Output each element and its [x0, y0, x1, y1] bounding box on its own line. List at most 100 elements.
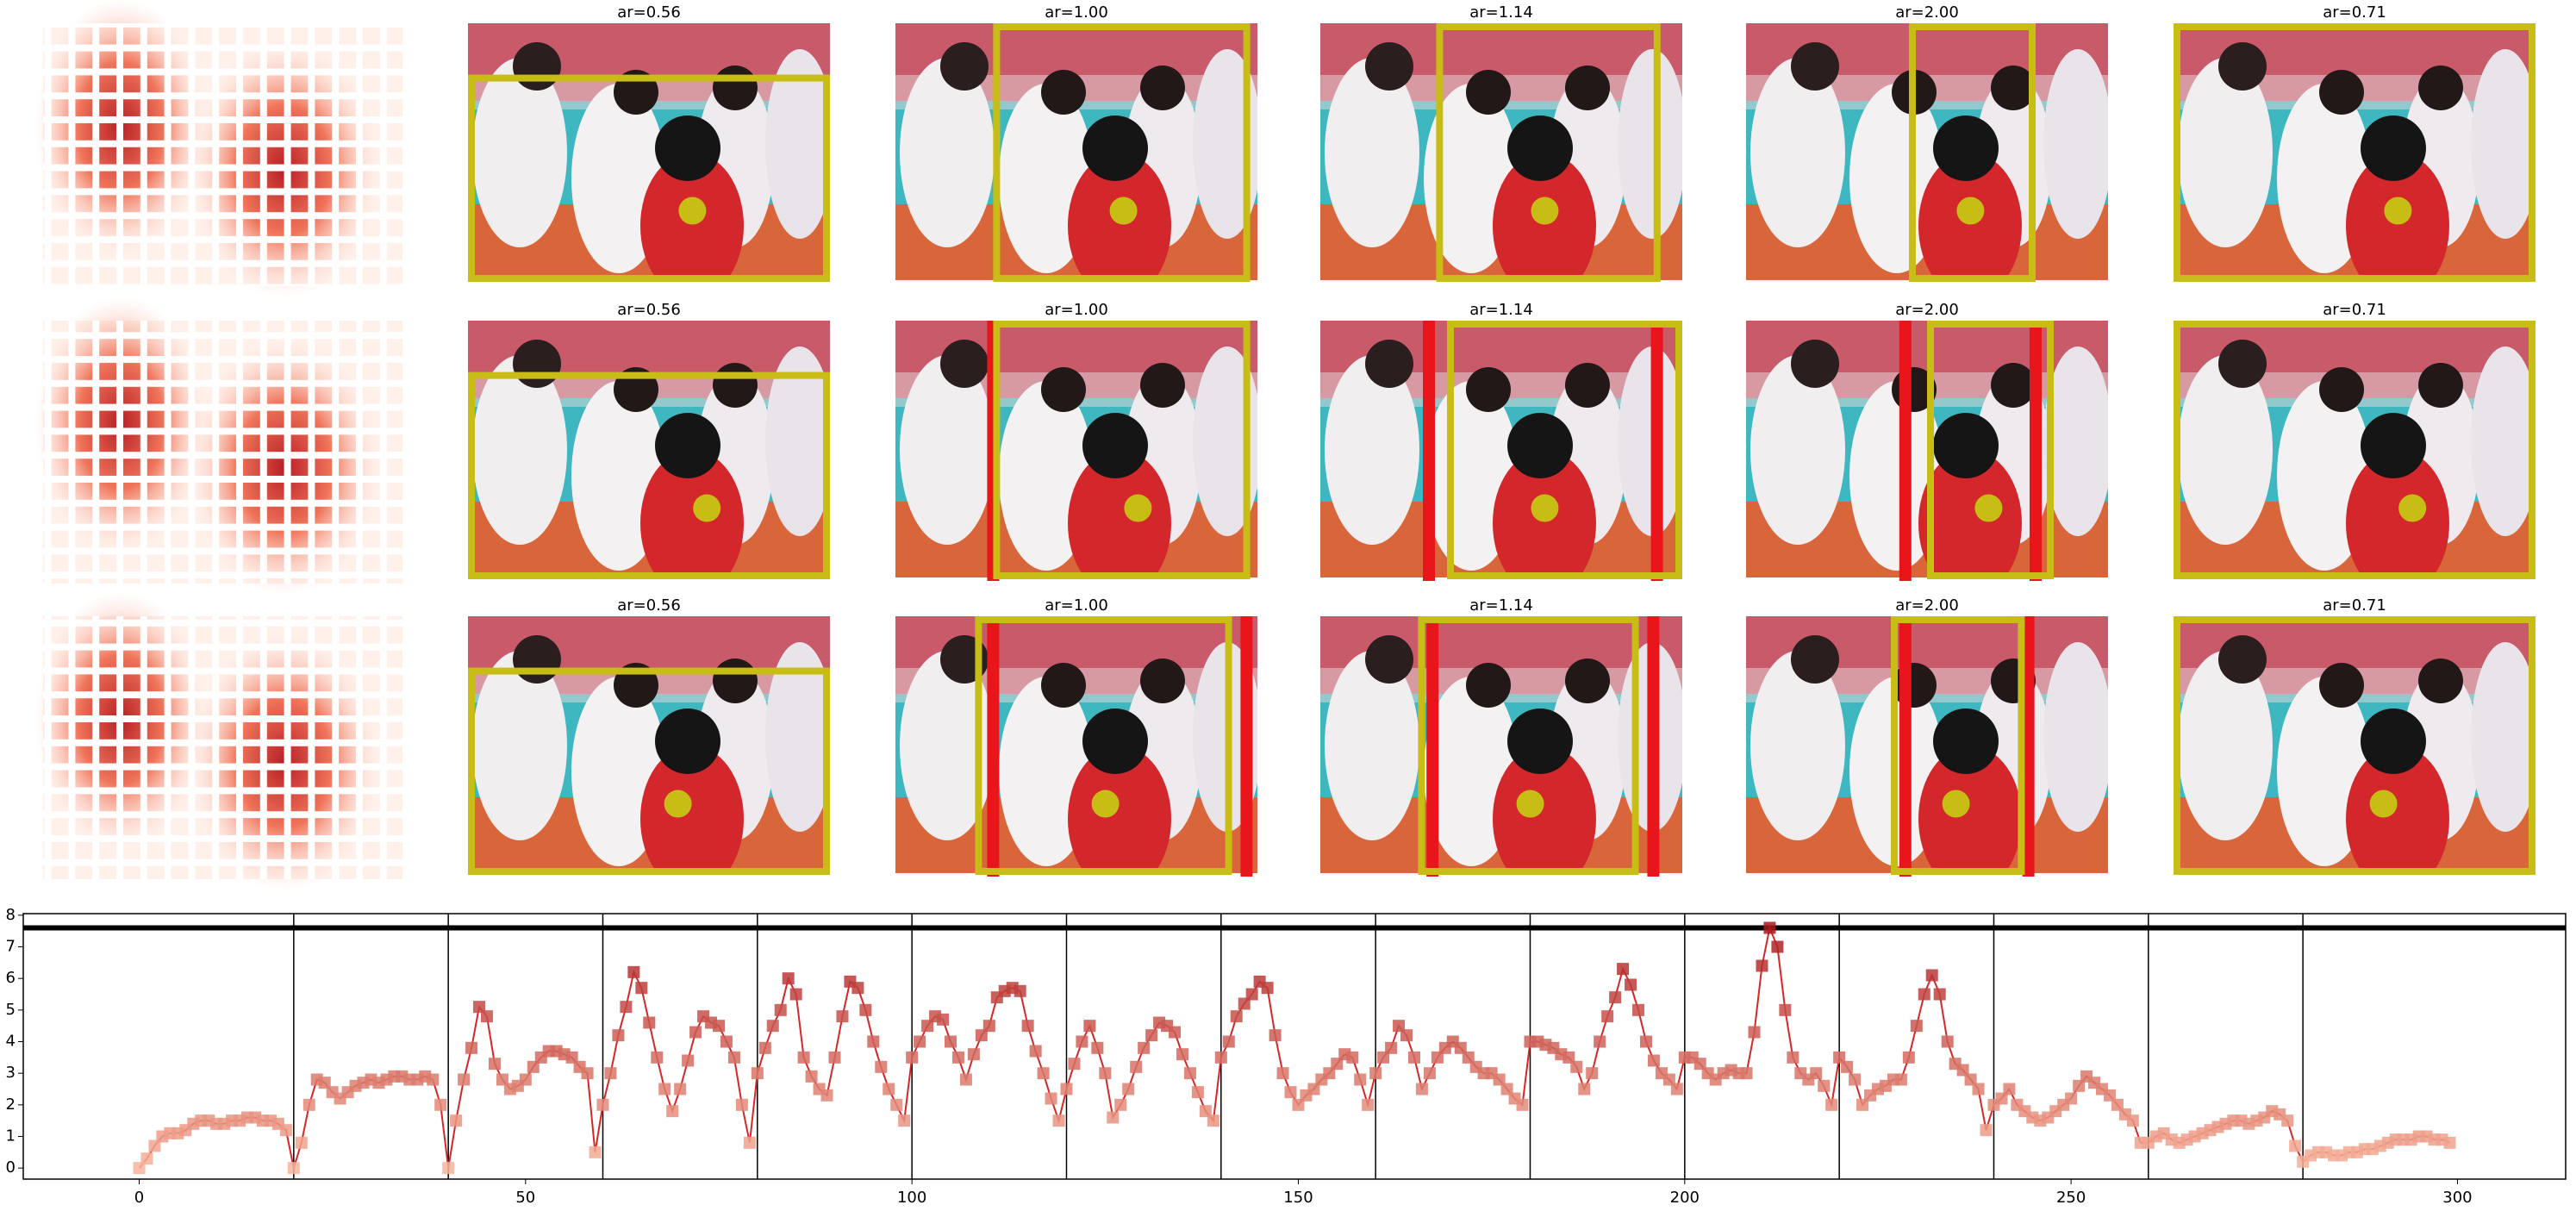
marker	[1894, 1073, 1907, 1086]
heatmap-cells	[43, 23, 402, 286]
marker	[1639, 1035, 1652, 1048]
marker	[789, 988, 802, 1001]
marker	[1191, 1086, 1204, 1099]
marker	[1562, 1051, 1575, 1064]
x-tick-label: 50	[515, 1189, 535, 1207]
marker	[805, 1070, 818, 1083]
marker	[1431, 1051, 1444, 1064]
marker	[851, 982, 864, 995]
marker	[1037, 1067, 1050, 1080]
marker	[1292, 1098, 1305, 1111]
marker	[1594, 1035, 1606, 1048]
marker	[1925, 969, 1938, 982]
marker	[1400, 1029, 1413, 1042]
marker	[666, 1105, 679, 1118]
marker	[1787, 1051, 1799, 1064]
marker	[727, 1051, 740, 1064]
photo	[2174, 321, 2535, 577]
photo	[1746, 23, 2108, 280]
marker	[596, 1098, 609, 1111]
focus-dot	[1091, 790, 1120, 818]
marker	[1956, 1064, 1969, 1077]
marker	[2289, 1139, 2302, 1152]
marker	[689, 1026, 702, 1039]
marker	[1307, 1083, 1320, 1096]
marker	[2065, 1092, 2078, 1105]
marker	[318, 1077, 331, 1089]
focus-dot	[693, 494, 721, 522]
marker	[620, 1001, 633, 1014]
red-bar	[987, 616, 1000, 877]
crop-box	[993, 23, 1251, 282]
photo	[468, 321, 830, 577]
marker	[1856, 1098, 1869, 1111]
y-tick-label: 4	[6, 1033, 16, 1051]
marker	[1130, 1060, 1143, 1073]
y-tick-label: 5	[6, 1001, 16, 1019]
marker	[674, 1083, 687, 1096]
crop-box	[975, 616, 1232, 875]
marker	[519, 1073, 532, 1086]
marker	[2281, 1114, 2294, 1127]
marker	[1748, 1026, 1761, 1039]
marker	[651, 1051, 664, 1064]
marker	[1693, 1058, 1706, 1071]
focus-dot	[664, 790, 692, 818]
marker	[465, 1041, 478, 1054]
panel-title: ar=0.56	[617, 3, 681, 22]
marker	[967, 1048, 980, 1061]
marker	[1385, 1041, 1398, 1054]
y-tick-label: 6	[6, 969, 16, 987]
panel-title: ar=0.56	[617, 301, 681, 319]
marker	[1238, 997, 1251, 1010]
marker	[565, 1051, 578, 1064]
marker	[1230, 1010, 1243, 1023]
focus-dot	[1109, 197, 1138, 225]
y-tick-label: 7	[6, 938, 16, 956]
marker	[496, 1073, 508, 1086]
marker	[2003, 1083, 2016, 1096]
line	[138, 925, 2450, 1169]
marker	[1617, 963, 1630, 976]
red-bar	[1899, 321, 1912, 581]
marker	[836, 1010, 849, 1023]
panel-title: ar=0.71	[2323, 3, 2386, 22]
red-bar	[1423, 321, 1435, 581]
x-tick-label: 200	[1670, 1189, 1700, 1207]
marker	[1601, 1010, 1614, 1023]
red-bar	[2030, 321, 2042, 581]
marker	[627, 965, 640, 978]
marker	[944, 1035, 957, 1048]
marker	[859, 1003, 872, 1016]
marker	[1346, 1051, 1359, 1064]
panel-title: ar=2.00	[1895, 596, 1959, 615]
marker	[1354, 1073, 1367, 1086]
crop-box	[2174, 23, 2535, 282]
marker	[1941, 1035, 1954, 1048]
marker	[643, 1016, 656, 1029]
marker	[890, 1098, 903, 1111]
marker	[279, 1124, 292, 1137]
marker	[1625, 978, 1637, 991]
marker	[951, 1051, 964, 1064]
marker	[1818, 1079, 1831, 1092]
marker	[1423, 1067, 1436, 1080]
focus-dot	[1531, 197, 1559, 225]
marker	[1138, 1041, 1151, 1054]
marker	[1362, 1098, 1375, 1111]
marker	[2126, 1114, 2139, 1127]
marker	[133, 1162, 146, 1175]
crop-box	[2174, 321, 2535, 579]
marker	[1609, 991, 1622, 1004]
marker	[1176, 1048, 1188, 1061]
marker	[488, 1058, 501, 1071]
marker	[1910, 1020, 1923, 1033]
marker	[1091, 1041, 1104, 1054]
marker	[1199, 1105, 1212, 1118]
focus-dot	[2398, 494, 2427, 522]
focus-dot	[2384, 197, 2412, 225]
marker	[612, 1029, 625, 1042]
panel-title: ar=2.00	[1895, 301, 1959, 319]
marker	[774, 1003, 787, 1016]
marker	[1122, 1083, 1135, 1096]
